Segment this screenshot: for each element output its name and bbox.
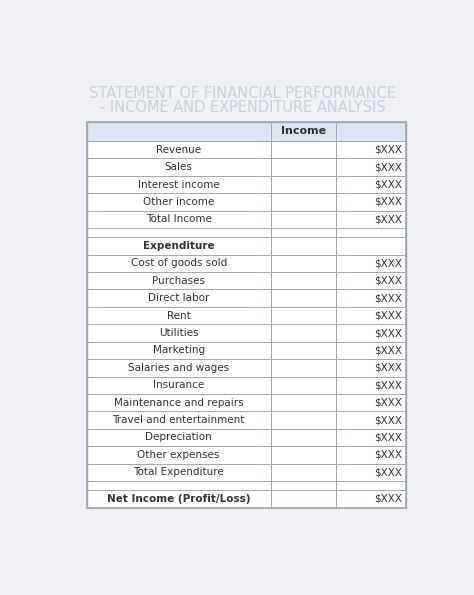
Text: $XXX: $XXX	[374, 293, 402, 303]
Text: $XXX: $XXX	[374, 145, 402, 155]
Text: Depreciation: Depreciation	[146, 433, 212, 443]
Text: Utilities: Utilities	[159, 328, 199, 338]
Text: Maintenance and repairs: Maintenance and repairs	[114, 397, 244, 408]
Text: $XXX: $XXX	[374, 450, 402, 460]
Text: Insurance: Insurance	[153, 380, 204, 390]
Text: $XXX: $XXX	[374, 162, 402, 172]
Text: $XXX: $XXX	[374, 197, 402, 207]
Text: Purchases: Purchases	[152, 275, 205, 286]
Bar	[87, 122, 406, 508]
Text: $XXX: $XXX	[374, 467, 402, 477]
Text: $XXX: $XXX	[374, 346, 402, 355]
Text: Other income: Other income	[143, 197, 214, 207]
Text: Other expenses: Other expenses	[137, 450, 220, 460]
Text: $XXX: $XXX	[374, 397, 402, 408]
Text: Total Expenditure: Total Expenditure	[133, 467, 224, 477]
Text: $XXX: $XXX	[374, 311, 402, 321]
Text: $XXX: $XXX	[374, 363, 402, 373]
Text: STATEMENT OF FINANCIAL PERFORMANCE: STATEMENT OF FINANCIAL PERFORMANCE	[90, 86, 396, 101]
Text: Net Income (Profit/Loss): Net Income (Profit/Loss)	[107, 494, 250, 504]
Text: Rent: Rent	[167, 311, 191, 321]
Text: $XXX: $XXX	[374, 180, 402, 190]
Text: $XXX: $XXX	[374, 433, 402, 443]
Text: $XXX: $XXX	[374, 328, 402, 338]
Text: Marketing: Marketing	[153, 346, 205, 355]
Text: Cost of goods sold: Cost of goods sold	[130, 258, 227, 268]
Text: Income: Income	[281, 126, 326, 136]
Text: Total Income: Total Income	[146, 214, 211, 224]
Text: Sales: Sales	[165, 162, 192, 172]
Text: $XXX: $XXX	[374, 415, 402, 425]
Text: Travel and entertainment: Travel and entertainment	[112, 415, 245, 425]
Text: $XXX: $XXX	[374, 494, 402, 504]
Text: Interest income: Interest income	[138, 180, 219, 190]
Text: Revenue: Revenue	[156, 145, 201, 155]
Bar	[87, 122, 406, 141]
Text: Salaries and wages: Salaries and wages	[128, 363, 229, 373]
Text: Expenditure: Expenditure	[143, 241, 215, 251]
Text: $XXX: $XXX	[374, 380, 402, 390]
Text: $XXX: $XXX	[374, 214, 402, 224]
Text: - INCOME AND EXPENDITURE ANALYSIS: - INCOME AND EXPENDITURE ANALYSIS	[100, 100, 386, 115]
Text: $XXX: $XXX	[374, 275, 402, 286]
Text: $XXX: $XXX	[374, 258, 402, 268]
Bar	[87, 122, 406, 508]
Text: Direct labor: Direct labor	[148, 293, 210, 303]
